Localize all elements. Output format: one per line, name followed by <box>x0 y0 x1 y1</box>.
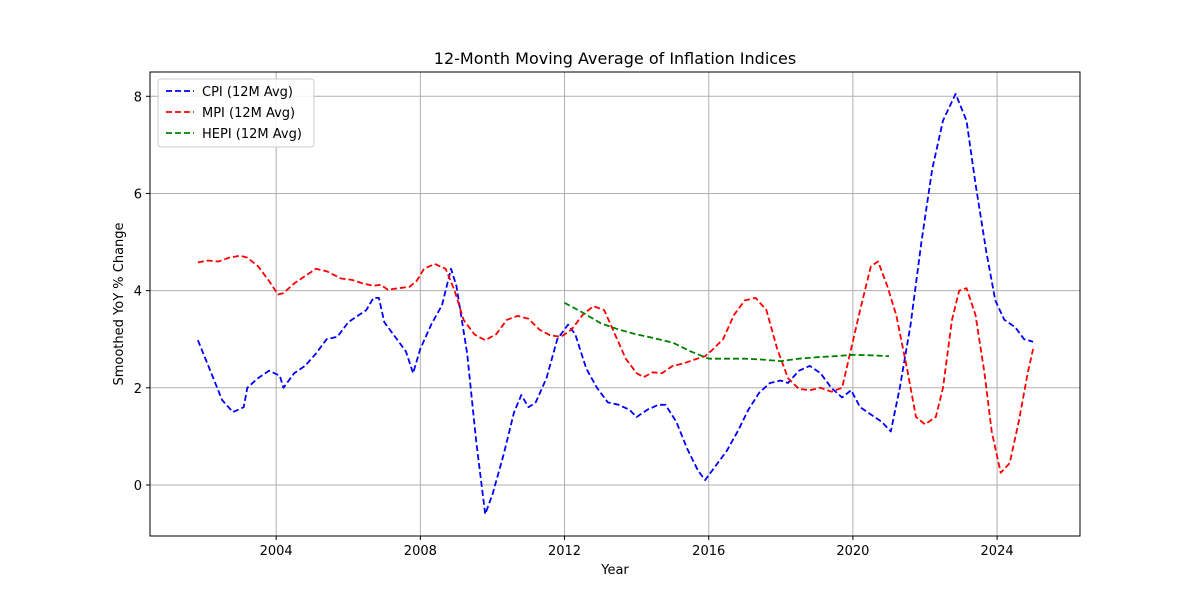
series-line-1 <box>197 93 1034 515</box>
y-tick-label: 0 <box>134 479 142 494</box>
y-tick-label: 6 <box>134 187 142 202</box>
x-tick-label: 2020 <box>836 544 869 559</box>
legend-box <box>157 78 315 148</box>
grid-lines <box>150 72 1080 536</box>
series-lines <box>197 93 1034 515</box>
y-tick-label: 8 <box>134 90 142 105</box>
x-tick-label: 2012 <box>548 544 581 559</box>
y-tick-label: 2 <box>134 382 142 397</box>
chart-title: 12-Month Moving Average of Inflation Ind… <box>434 49 796 68</box>
legend-label: CPI (12M Avg) <box>202 85 293 100</box>
legend-label: HEPI (12M Avg) <box>202 127 302 142</box>
x-tick-label: 2004 <box>260 544 293 559</box>
series-line-3 <box>564 302 890 362</box>
x-tick-label: 2024 <box>981 544 1014 559</box>
legend: CPI (12M Avg) MPI (12M Avg) HEPI (12M Avg) <box>157 78 315 148</box>
x-tick-label: 2008 <box>404 544 437 559</box>
x-tick-label: 2016 <box>692 544 725 559</box>
x-axis-title: Year <box>600 563 629 578</box>
axis-ticks: 2004 2008 2012 2016 2020 2024 0 2 4 6 8 <box>134 90 1014 559</box>
y-tick-label: 4 <box>134 285 142 300</box>
plot-frame <box>149 71 1081 537</box>
legend-label: MPI (12M Avg) <box>202 106 295 121</box>
y-axis-title: Smoothed YoY % Change <box>112 222 127 385</box>
series-line-2 <box>197 254 1034 474</box>
